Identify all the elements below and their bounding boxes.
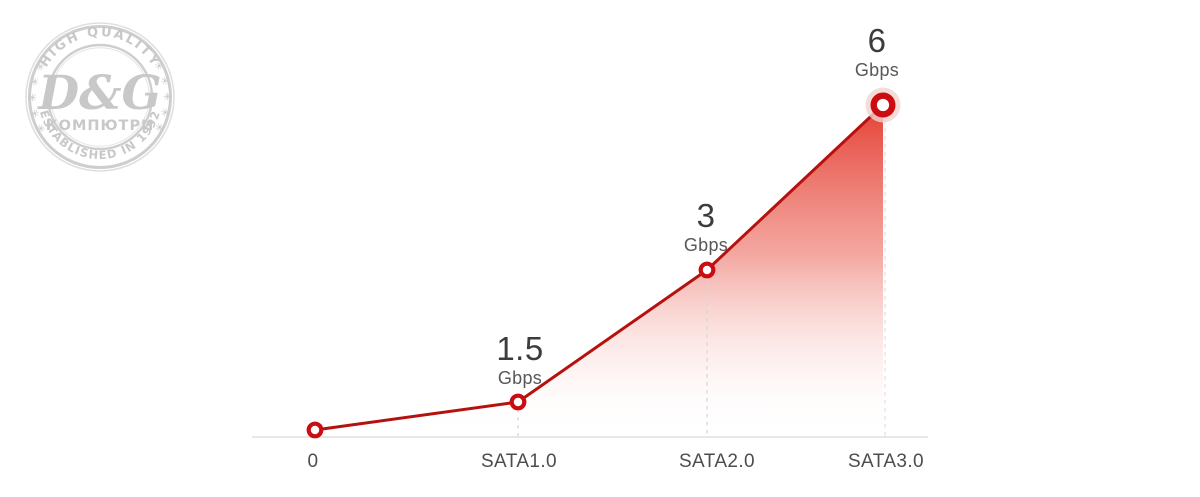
value-unit: Gbps bbox=[683, 235, 729, 255]
logo-inner-edge bbox=[50, 47, 150, 147]
area-fill bbox=[315, 105, 883, 437]
value-number: 3 bbox=[696, 197, 716, 234]
value-number: 1.5 bbox=[496, 330, 544, 367]
x-label-sata1: SATA1.0 bbox=[480, 451, 558, 472]
value-unit: Gbps bbox=[854, 60, 900, 80]
data-point-sata1 bbox=[509, 393, 527, 411]
logo-outer-edge bbox=[25, 22, 175, 172]
data-point-sata2 bbox=[698, 261, 716, 279]
x-label-sata2: SATA2.0 bbox=[678, 451, 756, 472]
value-label-sata3: 6 Gbps bbox=[855, 24, 899, 79]
x-label-0: 0 bbox=[307, 451, 319, 472]
value-label-sata2: 3 Gbps bbox=[684, 199, 728, 254]
logo-brand-subtext: КОМПЮТРИ bbox=[46, 118, 154, 134]
value-unit: Gbps bbox=[497, 368, 543, 388]
logo-brand-text: D&G bbox=[36, 66, 161, 121]
x-label-sata3: SATA3.0 bbox=[847, 451, 925, 472]
logo-outer-ring bbox=[28, 25, 172, 169]
logo-inner-ring bbox=[46, 43, 154, 151]
data-point-0 bbox=[306, 421, 324, 439]
dg-watermark-logo: HIGH QUALITY ESTABLISHED IN 1992 ✳ ✳ ✳ ✳… bbox=[25, 22, 175, 172]
value-number: 6 bbox=[867, 22, 887, 59]
speed-line bbox=[313, 103, 885, 432]
data-point-sata3 bbox=[870, 92, 896, 118]
value-label-sata1: 1.5 Gbps bbox=[496, 332, 543, 387]
